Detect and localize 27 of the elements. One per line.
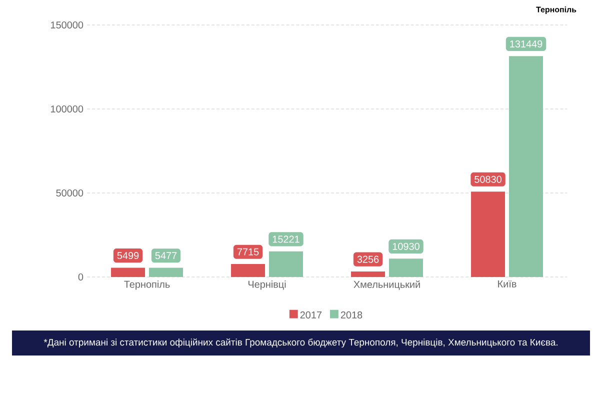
- legend-label: 2018: [340, 311, 362, 318]
- bar: [231, 264, 266, 277]
- data-label: 131449: [510, 40, 542, 48]
- text: *Дані отримані зі статистики офіційних сайтів Громадського бюджету Тернополя, Чернівців, Хмельницького та Києва.: [44, 338, 558, 348]
- x-tick-label: Тернопіль: [124, 280, 170, 290]
- bar: [269, 251, 303, 277]
- x-tick-label: Чернівці: [248, 280, 286, 290]
- x-tick-label: Хмельницький: [354, 280, 420, 290]
- bar: [149, 268, 183, 277]
- data-label: 5477: [155, 252, 177, 260]
- y-tick-label: 100000: [51, 105, 84, 113]
- data-label: 7715: [237, 248, 259, 256]
- bar: [389, 258, 423, 277]
- bar: [351, 272, 386, 277]
- y-tick-label: 150000: [51, 21, 84, 29]
- legend-label: 2017: [300, 311, 322, 318]
- bar: [111, 268, 146, 277]
- data-label: 5499: [117, 252, 139, 260]
- x-tick-label: Київ: [498, 280, 516, 288]
- data-label: 15221: [272, 236, 300, 243]
- data-label: 10930: [392, 242, 420, 250]
- bar: [471, 192, 506, 277]
- y-tick-label: 50000: [56, 189, 84, 197]
- data-label: 3256: [357, 256, 379, 263]
- y-tick-label: 0: [78, 273, 84, 281]
- bar: [509, 56, 544, 277]
- data-label: 50830: [474, 176, 502, 183]
